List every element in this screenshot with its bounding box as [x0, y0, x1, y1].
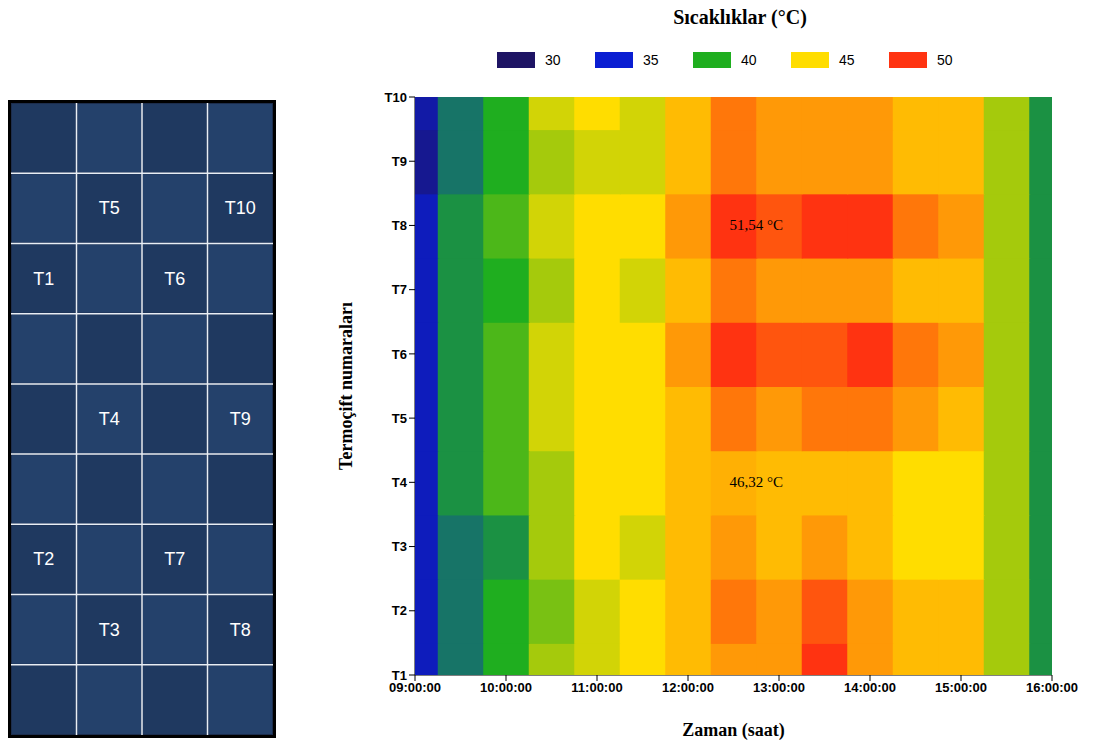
- html-text:45: 45: [839, 52, 855, 68]
- html-text:30: 30: [545, 52, 561, 68]
- svg-text:T3: T3: [99, 620, 120, 640]
- svg-text:11:00:00: 11:00:00: [571, 680, 622, 695]
- svg-text:09:00:00: 09:00:00: [389, 680, 441, 696]
- svg-text:51,54 °C: 51,54 °C: [729, 217, 783, 233]
- svg-text:Zaman (saat): Zaman (saat): [682, 720, 785, 740]
- html-text:Sıcaklıklar (°C): Sıcaklıklar (°C): [673, 6, 807, 28]
- svg-text:T9: T9: [392, 154, 407, 169]
- svg-text:T6: T6: [164, 269, 185, 289]
- html-text:35: 35: [643, 52, 659, 68]
- svg-text:10:00:00: 10:00:00: [480, 680, 532, 695]
- svg-text:T8: T8: [392, 218, 407, 233]
- svg-text:13:00:00: 13:00:00: [753, 680, 805, 695]
- svg-text:T4: T4: [392, 475, 408, 490]
- svg-text:T1: T1: [33, 269, 54, 289]
- svg-text:T1: T1: [392, 668, 407, 683]
- svg-text:T7: T7: [392, 282, 407, 297]
- svg-text:T5: T5: [392, 411, 407, 426]
- svg-text:T7: T7: [164, 549, 185, 569]
- html-text:40: 40: [741, 52, 757, 68]
- svg-text:T4: T4: [99, 409, 120, 429]
- svg-text:T9: T9: [230, 409, 251, 429]
- svg-text:14:00:00: 14:00:00: [844, 680, 896, 695]
- svg-text:T10: T10: [225, 198, 256, 218]
- svg-text:T2: T2: [392, 603, 407, 618]
- svg-text:T2: T2: [33, 549, 54, 569]
- svg-text:T8: T8: [230, 620, 251, 640]
- html-text:50: 50: [937, 52, 953, 68]
- svg-text:15:00:00: 15:00:00: [935, 680, 987, 695]
- svg-text:46,32 °C: 46,32 °C: [729, 474, 783, 490]
- svg-text:T6: T6: [392, 347, 407, 362]
- svg-text:T3: T3: [392, 539, 407, 554]
- svg-text:16:00:00: 16:00:00: [1026, 680, 1078, 695]
- svg-text:T5: T5: [99, 198, 120, 218]
- svg-text:T10: T10: [385, 90, 407, 105]
- svg-text:12:00:00: 12:00:00: [662, 680, 714, 695]
- html-text:Termoçift numaraları: Termoçift numaraları: [336, 302, 356, 470]
